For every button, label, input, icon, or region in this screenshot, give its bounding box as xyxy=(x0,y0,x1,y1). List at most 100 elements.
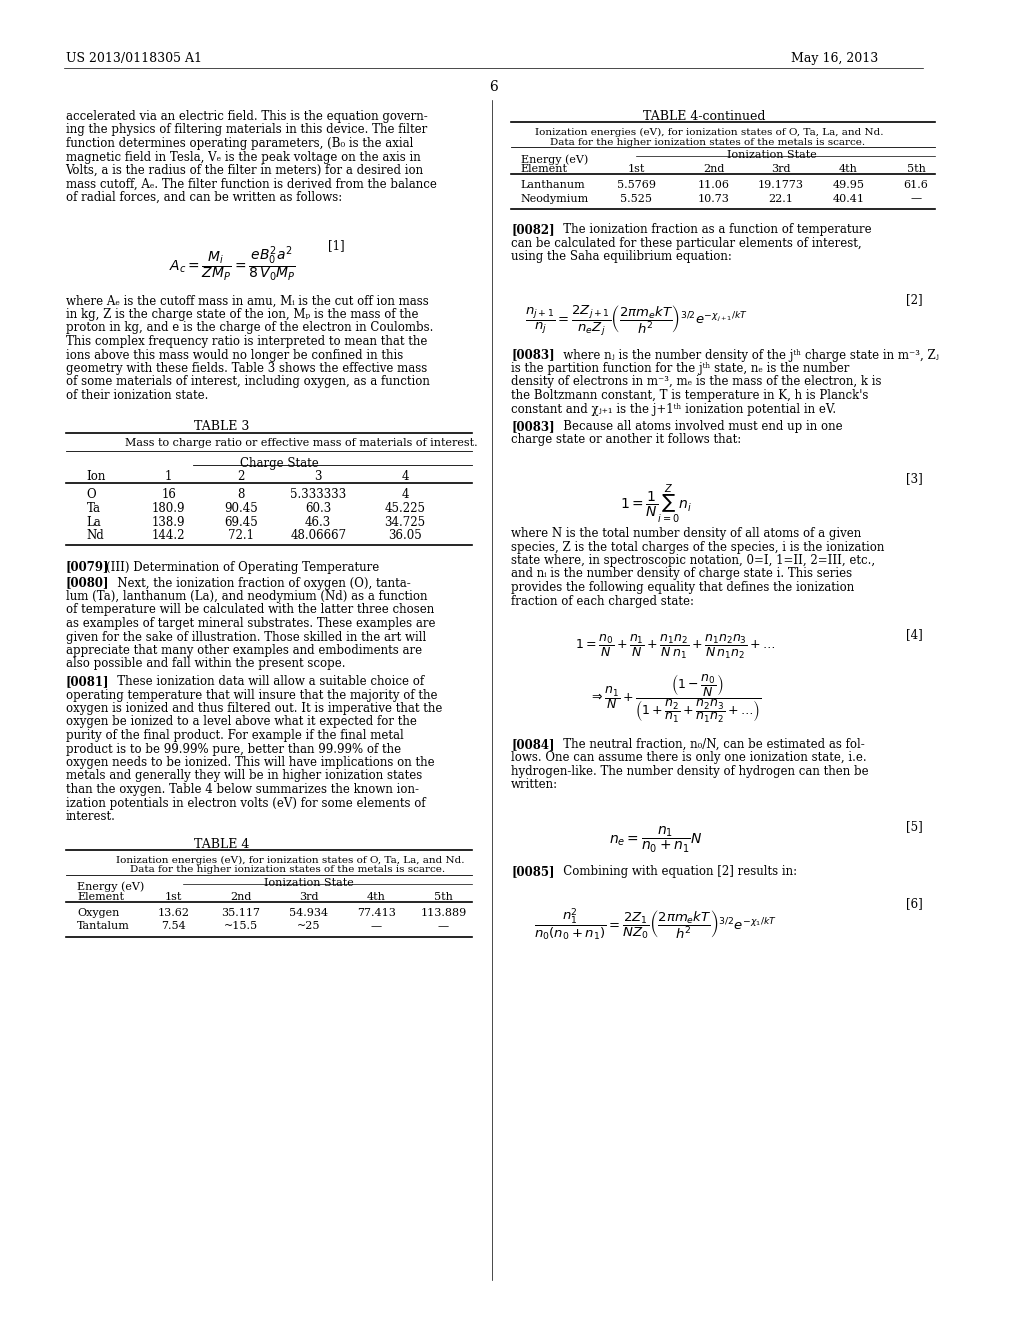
Text: [1]: [1] xyxy=(328,239,344,252)
Text: product is to be 99.99% pure, better than 99.99% of the: product is to be 99.99% pure, better tha… xyxy=(66,742,400,755)
Text: Ionization State: Ionization State xyxy=(264,878,353,887)
Text: 1st: 1st xyxy=(628,164,645,174)
Text: 48.06667: 48.06667 xyxy=(290,529,346,543)
Text: written:: written: xyxy=(511,779,558,792)
Text: 180.9: 180.9 xyxy=(152,502,185,515)
Text: the Boltzmann constant, T is temperature in K, h is Planck's: the Boltzmann constant, T is temperature… xyxy=(511,389,868,403)
Text: 138.9: 138.9 xyxy=(152,516,185,528)
Text: appreciate that many other examples and embodiments are: appreciate that many other examples and … xyxy=(66,644,422,657)
Text: Data for the higher ionization states of the metals is scarce.: Data for the higher ionization states of… xyxy=(550,139,864,147)
Text: state where, in spectroscopic notation, 0=I, 1=II, 2=III, etc.,: state where, in spectroscopic notation, … xyxy=(511,554,876,568)
Text: 61.6: 61.6 xyxy=(903,180,929,190)
Text: [0084]: [0084] xyxy=(511,738,555,751)
Text: 19.1773: 19.1773 xyxy=(758,180,804,190)
Text: TABLE 3: TABLE 3 xyxy=(195,421,250,433)
Text: mass cutoff, Aₑ. The filter function is derived from the balance: mass cutoff, Aₑ. The filter function is … xyxy=(66,177,436,190)
Text: Ionization State: Ionization State xyxy=(727,150,816,160)
Text: 40.41: 40.41 xyxy=(833,194,864,203)
Text: 60.3: 60.3 xyxy=(305,502,332,515)
Text: [5]: [5] xyxy=(906,820,924,833)
Text: ization potentials in electron volts (eV) for some elements of: ization potentials in electron volts (eV… xyxy=(66,796,425,809)
Text: $1 = \dfrac{1}{N}\sum_{i=0}^{Z} n_i$: $1 = \dfrac{1}{N}\sum_{i=0}^{Z} n_i$ xyxy=(620,482,692,525)
Text: 11.06: 11.06 xyxy=(697,180,729,190)
Text: 8: 8 xyxy=(238,488,245,502)
Text: geometry with these fields. Table 3 shows the effective mass: geometry with these fields. Table 3 show… xyxy=(66,362,427,375)
Text: function determines operating parameters, (B₀ is the axial: function determines operating parameters… xyxy=(66,137,413,150)
Text: 2nd: 2nd xyxy=(230,891,252,902)
Text: [4]: [4] xyxy=(906,628,924,642)
Text: of their ionization state.: of their ionization state. xyxy=(66,389,208,403)
Text: Ta: Ta xyxy=(87,502,100,515)
Text: 2nd: 2nd xyxy=(702,164,724,174)
Text: 36.05: 36.05 xyxy=(388,529,422,543)
Text: can be calculated for these particular elements of interest,: can be calculated for these particular e… xyxy=(511,236,861,249)
Text: 22.1: 22.1 xyxy=(769,194,794,203)
Text: 2: 2 xyxy=(238,470,245,483)
Text: TABLE 4: TABLE 4 xyxy=(195,837,250,850)
Text: May 16, 2013: May 16, 2013 xyxy=(791,51,878,65)
Text: 7.54: 7.54 xyxy=(161,921,186,931)
Text: [0083]: [0083] xyxy=(511,348,555,362)
Text: 1: 1 xyxy=(165,470,172,483)
Text: constant and χⱼ₊₁ is the j+1ᵗʰ ionization potential in eV.: constant and χⱼ₊₁ is the j+1ᵗʰ ionizatio… xyxy=(511,403,837,416)
Text: 4: 4 xyxy=(401,470,409,483)
Text: 5th: 5th xyxy=(906,164,926,174)
Text: where nⱼ is the number density of the jᵗʰ charge state in m⁻³, Zⱼ: where nⱼ is the number density of the jᵗ… xyxy=(552,348,938,362)
Text: $1 = \dfrac{n_0}{N} + \dfrac{n_1}{N} + \dfrac{n_1 n_2}{N\,n_1} + \dfrac{n_1 n_2 : $1 = \dfrac{n_0}{N} + \dfrac{n_1}{N} + \… xyxy=(574,634,775,661)
Text: —: — xyxy=(438,921,450,931)
Text: The ionization fraction as a function of temperature: The ionization fraction as a function of… xyxy=(552,223,871,236)
Text: and nᵢ is the number density of charge state i. This series: and nᵢ is the number density of charge s… xyxy=(511,568,852,581)
Text: 144.2: 144.2 xyxy=(152,529,185,543)
Text: [2]: [2] xyxy=(906,293,923,306)
Text: Element: Element xyxy=(521,164,567,174)
Text: given for the sake of illustration. Those skilled in the art will: given for the sake of illustration. Thos… xyxy=(66,631,426,644)
Text: 72.1: 72.1 xyxy=(228,529,254,543)
Text: These ionization data will allow a suitable choice of: These ionization data will allow a suita… xyxy=(106,675,424,688)
Text: proton in kg, and e is the charge of the electron in Coulombs.: proton in kg, and e is the charge of the… xyxy=(66,322,433,334)
Text: 5.5769: 5.5769 xyxy=(616,180,656,190)
Text: ions above this mass would no longer be confined in this: ions above this mass would no longer be … xyxy=(66,348,402,362)
Text: $\dfrac{n_1^2}{n_0(n_0+n_1)} = \dfrac{2Z_1}{NZ_0}\left(\dfrac{2\pi m_e kT}{h^2}\: $\dfrac{n_1^2}{n_0(n_0+n_1)} = \dfrac{2Z… xyxy=(535,907,777,944)
Text: $\Rightarrow \dfrac{n_1}{N} + \dfrac{\left(1 - \dfrac{n_0}{N}\right)}{\left(1 + : $\Rightarrow \dfrac{n_1}{N} + \dfrac{\le… xyxy=(589,673,761,725)
Text: lum (Ta), lanthanum (La), and neodymium (Nd) as a function: lum (Ta), lanthanum (La), and neodymium … xyxy=(66,590,427,603)
Text: 5th: 5th xyxy=(434,891,453,902)
Text: [0085]: [0085] xyxy=(511,865,555,878)
Text: 3: 3 xyxy=(314,470,322,483)
Text: ing the physics of filtering materials in this device. The filter: ing the physics of filtering materials i… xyxy=(66,124,427,136)
Text: interest.: interest. xyxy=(66,810,116,822)
Text: 34.725: 34.725 xyxy=(384,516,426,528)
Text: The neutral fraction, n₀/N, can be estimated as fol-: The neutral fraction, n₀/N, can be estim… xyxy=(552,738,864,751)
Text: density of electrons in m⁻³, mₑ is the mass of the electron, k is: density of electrons in m⁻³, mₑ is the m… xyxy=(511,375,882,388)
Text: 77.413: 77.413 xyxy=(356,908,395,917)
Text: where N is the total number density of all atoms of a given: where N is the total number density of a… xyxy=(511,527,861,540)
Text: 6: 6 xyxy=(489,81,498,94)
Text: oxygen is ionized and thus filtered out. It is imperative that the: oxygen is ionized and thus filtered out.… xyxy=(66,702,442,715)
Text: oxygen needs to be ionized. This will have implications on the: oxygen needs to be ionized. This will ha… xyxy=(66,756,434,770)
Text: [0080]: [0080] xyxy=(66,577,110,590)
Text: purity of the final product. For example if the final metal: purity of the final product. For example… xyxy=(66,729,403,742)
Text: Next, the ionization fraction of oxygen (O), tanta-: Next, the ionization fraction of oxygen … xyxy=(106,577,411,590)
Text: Charge State: Charge State xyxy=(241,457,319,470)
Text: O: O xyxy=(87,488,96,502)
Text: $\dfrac{n_{j+1}}{n_j} = \dfrac{2Z_{j+1}}{n_eZ_j}\left(\dfrac{2\pi m_e kT}{h^2}\r: $\dfrac{n_{j+1}}{n_j} = \dfrac{2Z_{j+1}}… xyxy=(525,304,748,338)
Text: 1st: 1st xyxy=(165,891,182,902)
Text: [0083]: [0083] xyxy=(511,420,555,433)
Text: charge state or another it follows that:: charge state or another it follows that: xyxy=(511,433,741,446)
Text: of radial forces, and can be written as follows:: of radial forces, and can be written as … xyxy=(66,191,342,205)
Text: Mass to charge ratio or effective mass of materials of interest.: Mass to charge ratio or effective mass o… xyxy=(125,438,478,449)
Text: 113.889: 113.889 xyxy=(421,908,467,917)
Text: 3rd: 3rd xyxy=(771,164,791,174)
Text: Tantalum: Tantalum xyxy=(77,921,130,931)
Text: 45.225: 45.225 xyxy=(384,502,426,515)
Text: in kg, Z is the charge state of the ion, Mₚ is the mass of the: in kg, Z is the charge state of the ion,… xyxy=(66,308,418,321)
Text: metals and generally they will be in higher ionization states: metals and generally they will be in hig… xyxy=(66,770,422,783)
Text: —: — xyxy=(910,194,922,203)
Text: 54.934: 54.934 xyxy=(289,908,328,917)
Text: Ionization energies (eV), for ionization states of O, Ta, La, and Nd.: Ionization energies (eV), for ionization… xyxy=(536,128,884,137)
Text: 10.73: 10.73 xyxy=(697,194,729,203)
Text: $A_c = \dfrac{M_i}{ZM_P} = \dfrac{eB_0^2a^2}{8\,V_0M_P}$: $A_c = \dfrac{M_i}{ZM_P} = \dfrac{eB_0^2… xyxy=(169,244,296,284)
Text: operating temperature that will insure that the majority of the: operating temperature that will insure t… xyxy=(66,689,437,701)
Text: 5.525: 5.525 xyxy=(621,194,652,203)
Text: [0082]: [0082] xyxy=(511,223,555,236)
Text: 49.95: 49.95 xyxy=(833,180,864,190)
